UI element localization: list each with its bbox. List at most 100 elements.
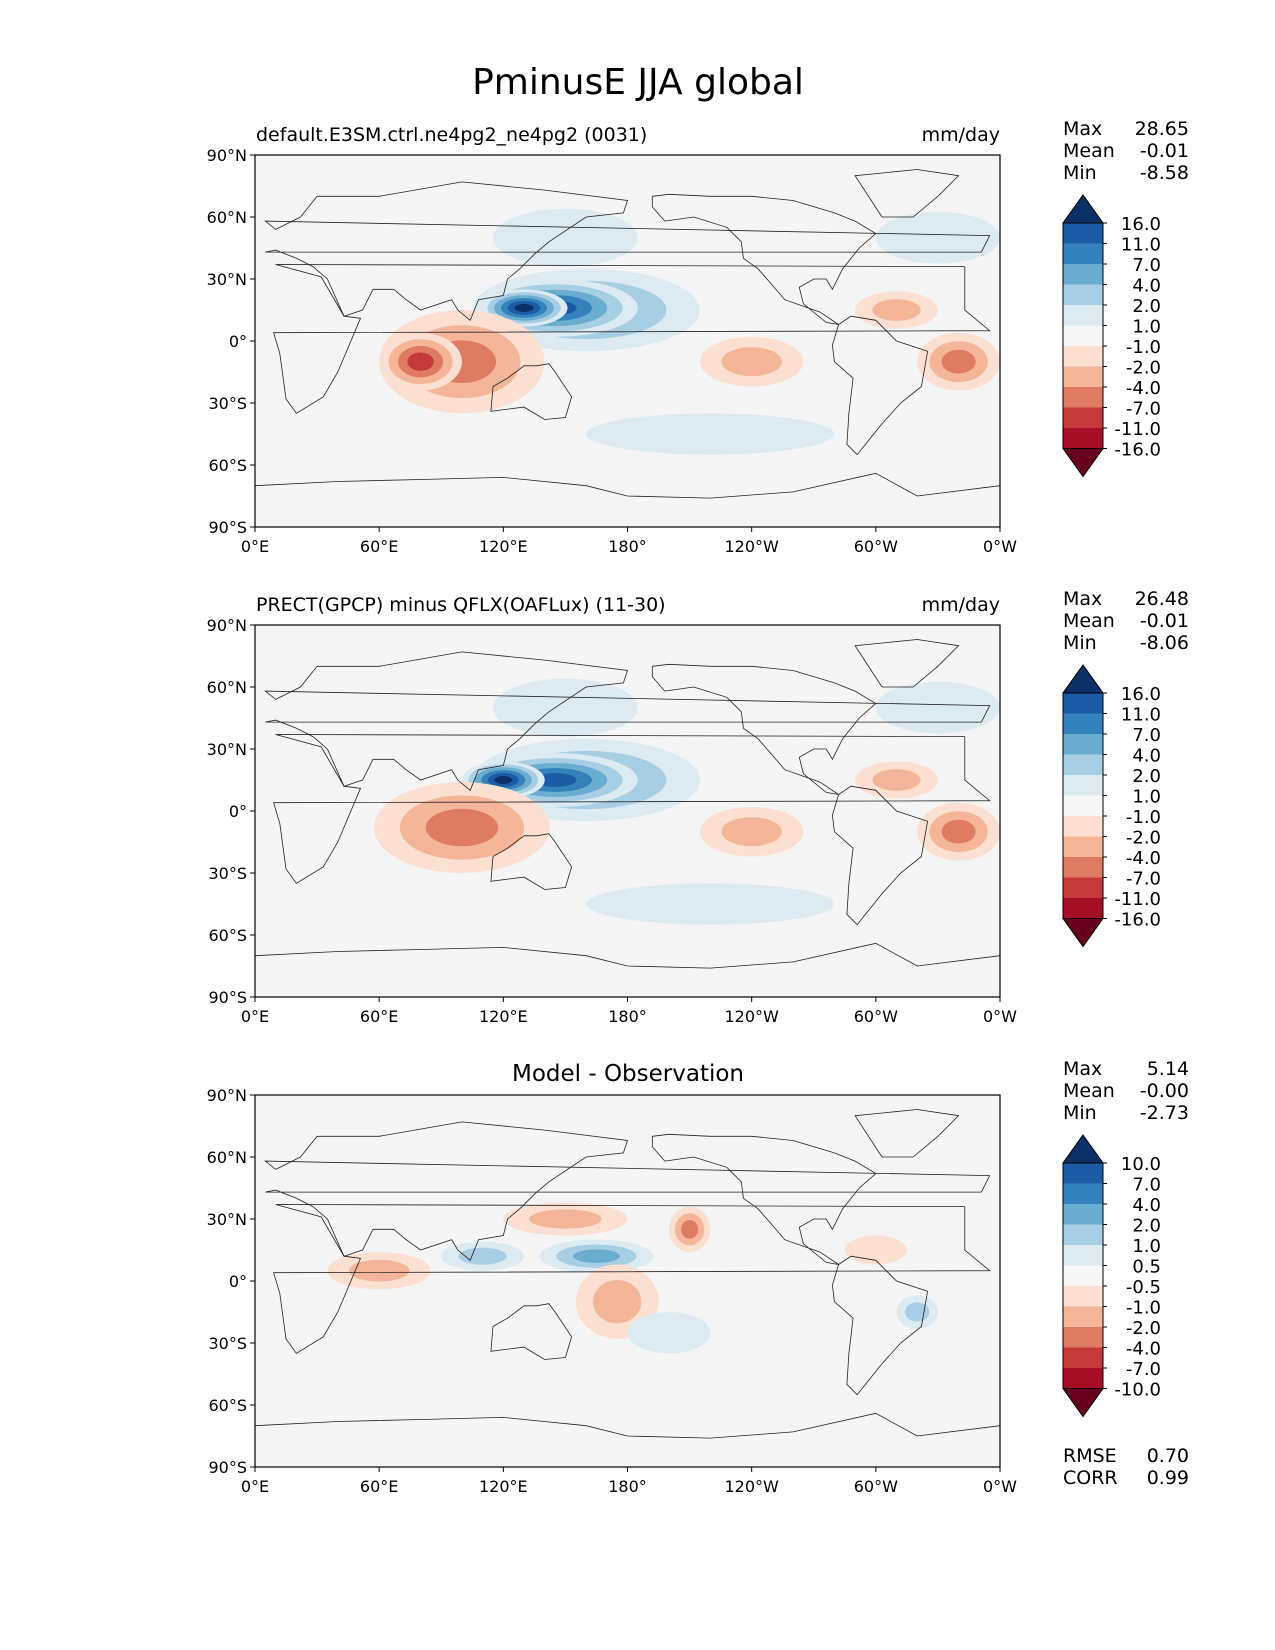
contour-region [514,303,534,313]
coastline [831,785,929,926]
contour-region [348,1259,410,1282]
colorbar-tick-label: 11.0 [1121,705,1161,726]
x-tick-label: 120°W [724,1477,779,1496]
contour-region [941,819,976,844]
contour-region [721,817,782,847]
y-tick-label: 30°N [207,1210,247,1229]
y-tick-label: 30°S [208,864,247,883]
figure-title: PminusE JJA global [472,62,804,103]
colorbar-segment [1063,775,1103,796]
colorbar-tick-label: 2.0 [1132,766,1161,787]
x-tick-label: 60°W [854,537,898,556]
colorbar-segment [1063,734,1103,755]
colorbar-segment [1063,877,1103,898]
colorbar-tick-label: -16.0 [1114,440,1161,461]
x-tick-label: 180° [608,1007,647,1026]
colorbar-segment [1063,857,1103,878]
colorbar-segment [1063,1204,1103,1225]
x-tick-label: 60°E [360,1477,398,1496]
colorbar-segment [1063,898,1103,919]
colorbar-tick-label: -2.0 [1126,1318,1161,1339]
coastline [490,363,573,420]
coastline [831,1255,929,1396]
colorbar-segment [1063,1183,1103,1204]
colorbar: 10.07.04.02.01.00.5-0.5-1.0-2.0-4.0-7.0-… [1062,1134,1161,1418]
coastline [255,942,1000,969]
map-plot [255,155,1000,527]
y-tick-label: 90°N [207,146,247,165]
coastline [264,1121,991,1261]
panel-reference: PRECT(GPCP) minus QFLX(OAFLux) (11-30) m… [207,588,1189,1026]
colorbar-frame [1062,1162,1104,1389]
contour-region [875,681,1000,734]
y-tick-label: 60°N [207,208,247,227]
panel-difference: Model - Observation 90°N 60°N 30°N 0° 30°S 60… [207,1058,1189,1496]
colorbar-tick-label: 16.0 [1121,214,1161,235]
colorbar-segment [1063,428,1103,449]
coastline [255,1412,1000,1439]
panel-title-left: PRECT(GPCP) minus QFLX(OAFLux) (11-30) [256,594,666,616]
metric-value-corr: 0.99 [1147,1467,1189,1489]
y-tick-label: 60°N [207,1148,247,1167]
coastline [273,264,991,414]
y-tick-label: 30°N [207,740,247,759]
colorbar-tick-label: 1.0 [1132,1236,1161,1257]
contour-region [425,808,499,847]
contour-region [492,678,638,737]
colorbar-segment [1063,1286,1103,1307]
coastline [255,472,1000,499]
metric-label-rmse: RMSE [1063,1445,1117,1467]
colorbar: 16.011.07.04.02.01.0-1.0-2.0-4.0-7.0-11.… [1062,664,1161,948]
colorbar-tick-label: -7.0 [1126,869,1161,890]
x-tick-label: 180° [608,1477,647,1496]
stats-block: Max 5.14 Mean -0.00 Min -2.73 [1063,1058,1189,1124]
y-tick-label: 60°S [208,926,247,945]
colorbar-segment [1063,1347,1103,1368]
coastline [651,1133,877,1265]
y-tick-label: 30°N [207,270,247,289]
colorbar-extend-max [1062,1134,1104,1164]
stat-label-max: Max [1063,1058,1102,1080]
contour-region [872,299,921,321]
panel-title-right: mm/day [922,594,1000,616]
colorbar-tick-label: -7.0 [1126,399,1161,420]
colorbar-tick-label: -16.0 [1114,910,1161,931]
colorbar-tick-label: -10.0 [1114,1380,1161,1401]
contour-region [529,1209,602,1229]
colorbar-extend-max [1062,664,1104,694]
contour-region [844,1235,907,1265]
x-tick-label: 180° [608,537,647,556]
y-tick-label: 0° [229,802,247,821]
y-tick-label: 60°S [208,456,247,475]
contour-region [407,352,434,371]
stat-label-min: Min [1063,162,1097,184]
panel-title-right: mm/day [922,124,1000,146]
contour-region [721,347,782,377]
colorbar-segment [1063,346,1103,367]
contour-region [627,1312,711,1354]
y-tick-label: 0° [229,332,247,351]
contour-region [681,1219,699,1239]
coastlines [255,169,1000,499]
map-plot [255,1095,1000,1467]
stats-block: Max 28.65 Mean -0.01 Min -8.58 [1063,118,1189,184]
x-tick-label: 120°W [724,537,779,556]
y-tick-label: 0° [229,1272,247,1291]
colorbar-tick-label: -4.0 [1126,848,1161,869]
colorbar-segment [1063,1327,1103,1348]
x-tick-label: 0°E [241,1477,269,1496]
colorbar: 16.011.07.04.02.01.0-1.0-2.0-4.0-7.0-11.… [1062,194,1161,478]
colorbar-segment [1063,264,1103,285]
x-tick-label: 0°E [241,1007,269,1026]
stat-label-mean: Mean [1063,1080,1115,1102]
contour-region [494,775,513,785]
x-tick-label: 120°E [479,537,528,556]
y-tick-label: 30°S [208,1334,247,1353]
colorbar-tick-label: -2.0 [1126,358,1161,379]
colorbar-segment [1063,795,1103,816]
colorbar-tick-label: 1.0 [1132,317,1161,338]
colorbar-segment [1063,284,1103,305]
coastline [273,734,991,884]
coastlines [255,639,1000,969]
contour-region [533,773,577,787]
